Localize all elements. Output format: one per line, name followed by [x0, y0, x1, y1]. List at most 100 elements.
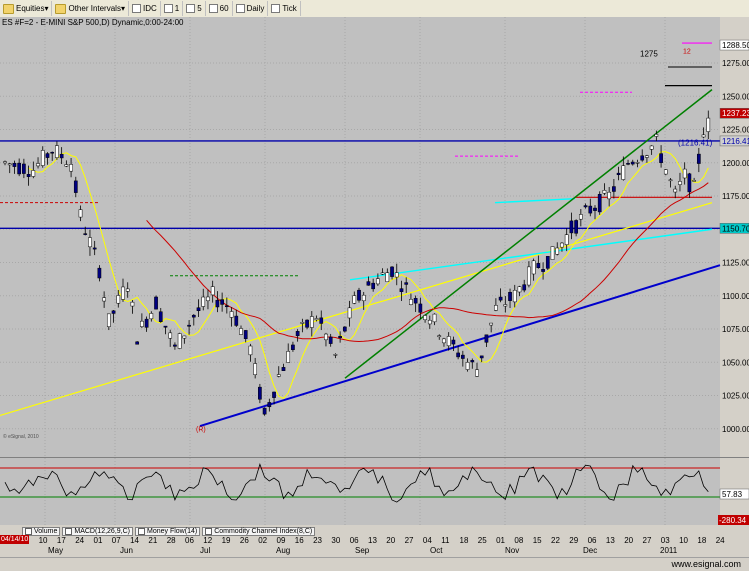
- chart-area[interactable]: 1275.00 1250.00 1225.00 1200.00 1175.00 1150.…: [0, 17, 749, 535]
- candle-body: [116, 295, 121, 304]
- toolbar-item-equities[interactable]: Equities ▾: [0, 1, 53, 16]
- candle-body: [376, 278, 380, 285]
- candle-body: [342, 326, 347, 332]
- candle-body: [234, 315, 239, 326]
- candle-body: [645, 155, 649, 158]
- date-axis-day: 08: [514, 536, 524, 545]
- candle-body: [286, 351, 291, 363]
- candle-body: [106, 313, 111, 327]
- candle-body: [215, 299, 220, 308]
- price-tag: [719, 223, 749, 234]
- tab-macd[interactable]: MACD(12,26,9,C): [62, 527, 133, 536]
- candle-body: [489, 322, 494, 326]
- toolbar-item-label: IDC: [142, 4, 157, 13]
- date-axis-day: 18: [697, 536, 707, 545]
- candle-body: [640, 155, 645, 161]
- folder-icon: [3, 3, 14, 14]
- indicator-panel: [0, 458, 720, 525]
- candle-body: [498, 296, 503, 301]
- toolbar-item-other-intervals[interactable]: Other Intervals ▾: [52, 1, 129, 16]
- date-axis-day: 22: [551, 536, 560, 545]
- indicator-tabs: Volume MACD(12,26,9,C) Money Flow(14) Commo…: [22, 527, 317, 536]
- candle-body: [187, 324, 191, 327]
- candle-body: [564, 234, 569, 245]
- date-axis-day: 06: [349, 536, 359, 545]
- ma-yellow-fast: [28, 151, 709, 400]
- toolbar-item-tick[interactable]: Tick: [268, 1, 301, 16]
- candle-body: [158, 311, 163, 322]
- candle-body: [121, 286, 125, 300]
- candle-body: [305, 319, 309, 328]
- date-axis-month: May: [48, 546, 64, 555]
- candle-body: [560, 242, 564, 248]
- tab-volume[interactable]: Volume: [22, 527, 61, 536]
- checkbox-icon: [271, 4, 281, 13]
- candle-body: [654, 134, 659, 137]
- date-axis-month: Jul: [200, 546, 211, 555]
- candle-body: [578, 214, 583, 220]
- candle-body: [300, 322, 305, 324]
- price-panel: [0, 17, 720, 457]
- candle-body: [125, 288, 130, 292]
- candle-body: [31, 170, 36, 177]
- candle-body: [550, 246, 555, 260]
- candle-body: [621, 165, 626, 180]
- price-tag-label: 1150.70: [722, 224, 749, 233]
- tab-label: Money Flow(14): [147, 528, 198, 535]
- candle-body: [328, 336, 333, 344]
- candle-body: [682, 168, 687, 179]
- date-axis-month: Sep: [355, 546, 370, 555]
- price-axis: [720, 17, 749, 535]
- candle-body: [295, 331, 300, 337]
- tab-commodity-channel-index[interactable]: Commodity Channel Index(8,C): [202, 527, 316, 536]
- toolbar-item-label: Equities: [16, 4, 45, 13]
- toolbar-item-label: 60: [219, 4, 229, 13]
- price-tag: [719, 39, 749, 51]
- candle-body: [319, 317, 324, 324]
- toolbar-item-idc[interactable]: IDC: [129, 1, 161, 16]
- indicator-value-tag: [719, 488, 749, 500]
- candle-body: [59, 153, 64, 159]
- price-tag-label: 1288.50: [722, 41, 749, 50]
- date-axis-day: 21: [148, 536, 158, 545]
- candle-body: [17, 162, 22, 175]
- candle-body: [437, 335, 442, 338]
- candle-body: [630, 161, 635, 165]
- candle-body: [635, 162, 640, 164]
- annotation-r: (R): [196, 426, 206, 433]
- toolbar-item-daily[interactable]: Daily: [233, 1, 269, 16]
- candle-body: [258, 386, 262, 400]
- candle-body: [64, 164, 69, 167]
- checkbox-icon: [208, 4, 218, 13]
- tab-money-flow[interactable]: Money Flow(14): [135, 527, 201, 536]
- checkbox-icon: [65, 528, 73, 535]
- footer-url[interactable]: www.esignal.com: [671, 559, 741, 569]
- candle-body: [555, 247, 560, 255]
- toolbar-item-60[interactable]: 60: [206, 1, 233, 16]
- date-axis-day: 15: [532, 536, 542, 545]
- candle-body: [102, 297, 106, 302]
- candle-body: [36, 163, 40, 167]
- toolbar-item-1[interactable]: 1: [161, 1, 184, 16]
- date-axis-month: Oct: [430, 546, 443, 555]
- tab-label: MACD(12,26,9,C): [74, 528, 130, 535]
- candle-body: [347, 307, 352, 319]
- candle-body: [291, 344, 295, 350]
- date-axis-day: 18: [459, 536, 469, 545]
- checkbox-icon: [138, 528, 145, 535]
- date-axis-day: 12: [203, 536, 213, 545]
- candle-body: [517, 286, 522, 293]
- candle-body: [394, 272, 399, 278]
- candle-body: [446, 336, 451, 347]
- checkbox-icon: [163, 4, 173, 13]
- ma-red: [146, 182, 709, 343]
- date-axis-day: 06: [185, 536, 194, 545]
- dropdown-arrow-icon: ▾: [120, 4, 125, 13]
- toolbar-item-5[interactable]: 5: [183, 1, 206, 16]
- candle-body: [602, 190, 607, 194]
- date-axis-day: 25: [477, 536, 487, 545]
- toolbar: Equities ▾ Other Intervals ▾ IDC 1 5 60 Daily T…: [0, 0, 749, 18]
- date-axis-month: Jun: [120, 546, 133, 555]
- price-tag: [719, 107, 749, 119]
- candle-body: [545, 256, 550, 269]
